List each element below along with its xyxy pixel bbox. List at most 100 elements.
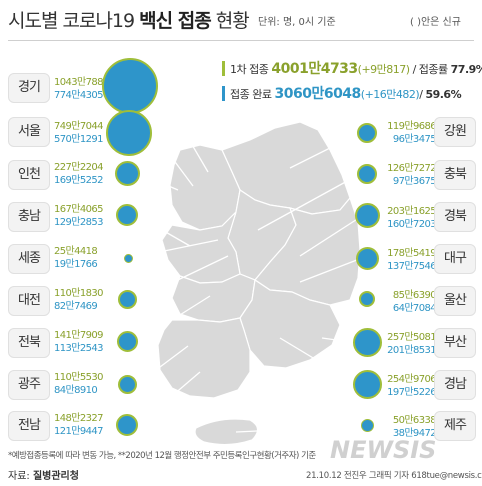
region-label: 세종 [8, 244, 50, 274]
bubble [117, 331, 138, 352]
bubble [355, 203, 380, 228]
first-dose-count: 178만5419 [387, 248, 437, 259]
legend-complete-rate: 59.6% [425, 88, 462, 101]
unit-note: 단위: 명, 0시 기준 [258, 17, 336, 28]
leader-gwangju [135, 345, 189, 386]
complete-count: 97만3675 [392, 176, 437, 187]
region-label: 전남 [8, 411, 50, 441]
region-label: 광주 [8, 370, 50, 400]
page-title: 시도별 코로나19 백신 접종 현황 [8, 6, 250, 33]
complete-count: 96만3475 [392, 134, 437, 145]
legend-first-value: 4001만4733 [271, 61, 358, 77]
legend-first-swatch [222, 61, 225, 76]
leader-gyeongbuk [299, 215, 363, 257]
region-label: 서울 [8, 117, 50, 147]
complete-count: 19만1766 [54, 259, 98, 270]
region-label: 충북 [434, 160, 476, 190]
complete-count: 84만8910 [54, 385, 98, 396]
first-dose-count: 141만7909 [54, 330, 104, 341]
first-dose-count: 119만9686 [387, 121, 437, 132]
region-numbers: 257만5081 201만8531 [384, 331, 437, 357]
legend-first-label: 1차 접종 [230, 63, 269, 76]
legend-complete-rate-label: / [419, 88, 423, 101]
region-numbers: 85만6390 64만7084 [384, 289, 437, 315]
map-jeonnam [157, 317, 251, 399]
bubble [357, 164, 377, 184]
source-org: 질병관리청 [32, 471, 79, 482]
credit: 21.10.12 전진우 그래픽 기자 618tue@newsis.com [306, 471, 482, 481]
leader-sejong [129, 239, 219, 259]
region-numbers: 110만1830 82만7469 [54, 287, 104, 313]
first-dose-count: 110만1830 [54, 288, 104, 299]
bubble [353, 328, 382, 357]
legend-complete-delta: (+16만482) [360, 88, 420, 101]
bubble [361, 419, 374, 432]
region-label: 경북 [434, 202, 476, 232]
complete-count: 774만4305 [54, 90, 104, 101]
title-part2: 현황 [210, 10, 250, 32]
region-numbers: 1043만7889 774만4305 [54, 76, 109, 102]
complete-count: 129만2853 [54, 217, 104, 228]
bubble [357, 123, 377, 143]
region-label: 경기 [8, 73, 50, 103]
region-numbers: 50만6338 38만9472 [384, 414, 437, 440]
map-jeju [194, 418, 259, 446]
region-label: 울산 [434, 286, 476, 316]
leader-jeonbuk [136, 295, 211, 343]
complete-count: 197만5226 [387, 387, 437, 398]
leader-chungbuk [257, 173, 361, 231]
region-numbers: 126만7272 97만3675 [384, 162, 437, 188]
legend-complete-swatch [222, 86, 225, 101]
complete-count: 38만9472 [392, 428, 437, 439]
complete-count: 137만7546 [387, 261, 437, 272]
region-numbers: 110만5530 84만8910 [54, 371, 104, 397]
first-dose-count: 148만2327 [54, 413, 104, 424]
complete-count: 121만9447 [54, 426, 104, 437]
complete-count: 160만7203 [387, 219, 437, 230]
leader-gyeongnam [279, 337, 359, 386]
leader-gyeonggi [159, 89, 209, 173]
first-dose-count: 254만9706 [387, 374, 437, 385]
leader-daegu [299, 257, 363, 283]
source: 자료: 질병관리청 [8, 467, 79, 482]
complete-count: 64만7084 [392, 303, 437, 314]
leader-jeonnam [137, 371, 201, 426]
complete-count: 113만2543 [54, 343, 104, 354]
first-dose-count: 85만6390 [392, 290, 437, 301]
region-label: 인천 [8, 160, 50, 190]
title-divider [8, 40, 474, 41]
leader-ulsan [337, 299, 363, 311]
region-label: 전북 [8, 328, 50, 358]
paren-note: ( )안은 신규 [410, 17, 461, 28]
bubble [359, 291, 375, 307]
legend-first-rate-label: / 접종률 [409, 63, 449, 76]
region-label: 부산 [434, 328, 476, 358]
first-dose-count: 25만4418 [54, 246, 98, 257]
region-numbers: 167만4065 129만2853 [54, 203, 104, 229]
leader-lines [129, 89, 365, 433]
complete-count: 169만5252 [54, 175, 104, 186]
bubble [115, 161, 140, 186]
title-part1: 시도별 코로나19 [8, 10, 140, 32]
bubble [116, 414, 138, 436]
region-numbers: 254만9706 197만5226 [384, 373, 437, 399]
region-numbers: 141만7909 113만2543 [54, 329, 104, 355]
first-dose-count: 749만7044 [54, 121, 104, 132]
region-numbers: 178만5419 137만7546 [384, 247, 437, 273]
region-label: 제주 [434, 411, 476, 441]
region-label: 충남 [8, 202, 50, 232]
first-dose-count: 126만7272 [387, 163, 437, 174]
legend-first-dose: 1차 접종 4001만4733(+9만817) / 접종률 77.9% [222, 58, 482, 78]
region-label: 강원 [434, 117, 476, 147]
bubble [118, 290, 137, 309]
leader-incheon [137, 172, 179, 191]
complete-count: 570만1291 [54, 134, 104, 145]
map-provinces [157, 121, 361, 446]
region-numbers: 25만4418 19만1766 [54, 245, 98, 271]
region-label: 대구 [434, 244, 476, 274]
first-dose-count: 257만5081 [387, 332, 437, 343]
bubble [118, 375, 137, 394]
region-numbers: 227만2204 169만5252 [54, 161, 104, 187]
